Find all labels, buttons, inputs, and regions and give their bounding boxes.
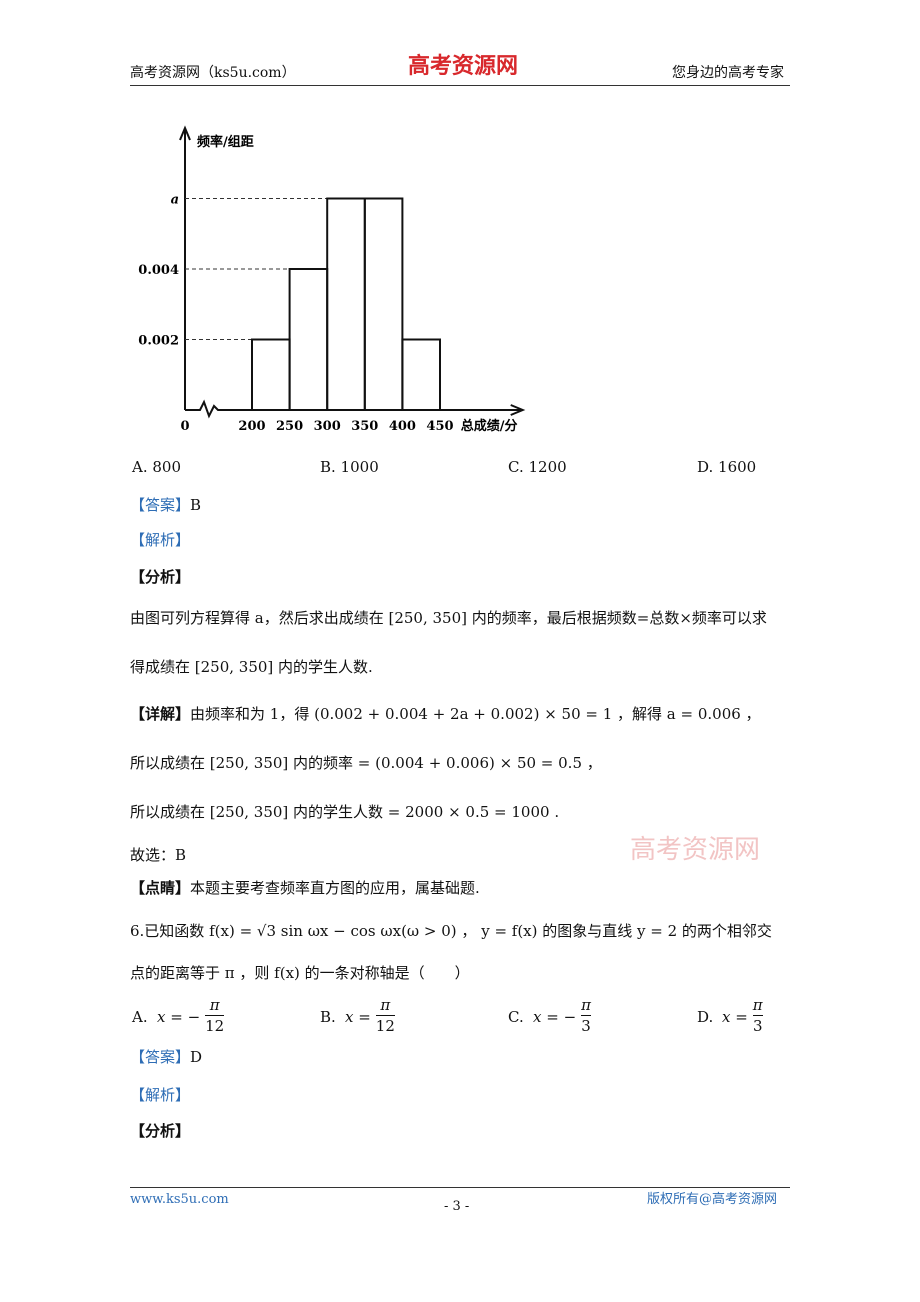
option: A. 800	[132, 458, 181, 476]
x-tick-label: 450	[426, 419, 453, 434]
numerator: π	[375, 995, 395, 1016]
x-tick-label: 350	[351, 419, 378, 434]
footer-left: www.ks5u.com	[130, 1192, 229, 1207]
x-tick-label: 300	[314, 419, 341, 434]
header-right: 您身边的高考专家	[672, 65, 784, 81]
x-arrow	[510, 404, 526, 416]
denominator: 12	[205, 1017, 225, 1035]
x-tick-label: 0	[180, 419, 189, 434]
text-line: 所以成绩在 [250, 350] 内的学生人数 = 2000 × 0.5 = 1…	[130, 803, 560, 821]
bar	[288, 268, 329, 411]
y-tick-label: a	[171, 193, 179, 208]
y-tick-label: 0.004	[138, 263, 179, 278]
denominator: 3	[581, 1017, 591, 1035]
x-tick-label: 400	[389, 419, 416, 434]
x-tick-label: 250	[276, 419, 303, 434]
x-axis	[185, 399, 523, 419]
tag: 【解析】	[130, 1086, 191, 1104]
option: B. 1000	[320, 458, 379, 476]
text-line: 由图可列方程算得 a，然后求出成绩在 [250, 350] 内的频率，最后根据频…	[130, 609, 767, 627]
tag: 【答案】	[130, 496, 191, 514]
page-number: - 3 -	[444, 1199, 470, 1214]
header-rule	[130, 85, 790, 86]
fraction: π 12	[205, 995, 225, 1036]
footer-rule	[130, 1187, 790, 1188]
option: D. 1600	[697, 458, 757, 476]
option-label: B.	[320, 1008, 336, 1026]
text-line: 6.已知函数 f(x) = √3 sin ωx − cos ωx(ω > 0) …	[130, 922, 772, 940]
text-line: 点的距离等于 π ，则 f(x) 的一条对称轴是（ ）	[130, 964, 470, 982]
numerator: π	[581, 996, 591, 1016]
option: C. 1200	[508, 458, 567, 476]
option-label: D.	[697, 1008, 714, 1026]
x-axis-label: 总成绩/分	[461, 418, 518, 434]
bar	[251, 338, 291, 411]
watermark: 高考资源网	[630, 835, 761, 865]
option-label: A.	[132, 1008, 148, 1026]
text-line: 【点睛】本题主要考查频率直方图的应用，属基础题.	[130, 878, 480, 898]
header-left: 高考资源网（ks5u.com）	[130, 65, 296, 81]
answer-value: D	[190, 1048, 203, 1066]
header-logo: 高考资源网	[408, 53, 519, 79]
y-arrow	[179, 125, 191, 141]
answer: 【答案】B	[130, 495, 201, 515]
text-line: 故选：B	[130, 846, 187, 864]
text: 本题主要考查频率直方图的应用，属基础题.	[190, 879, 480, 897]
option-lhs: x = −	[157, 1008, 201, 1026]
text-line: 【详解】由频率和为 1，得 (0.002 + 0.004 + 2a + 0.00…	[130, 704, 761, 724]
tag: 【详解】	[130, 705, 191, 723]
option-lhs: x =	[722, 1008, 748, 1026]
option-label: C.	[508, 1008, 524, 1026]
footer-right: 版权所有@高考资源网	[647, 1192, 778, 1207]
bar	[401, 338, 441, 411]
bar	[326, 197, 366, 411]
tag: 【答案】	[130, 1048, 191, 1066]
tag: 【点睛】	[130, 879, 191, 897]
x-tick-label: 200	[238, 419, 265, 434]
numerator: π	[205, 995, 225, 1016]
numerator: π	[752, 996, 763, 1016]
text-line: 所以成绩在 [250, 350] 内的频率 = (0.004 + 0.006) …	[130, 754, 602, 772]
y-tick-label: 0.002	[138, 334, 179, 349]
denominator: 3	[752, 1017, 763, 1035]
tag: 【解析】	[130, 531, 191, 549]
tag: 【分析】	[130, 1122, 191, 1140]
y-axis-label: 频率/组距	[197, 134, 254, 150]
fraction: π 12	[375, 995, 395, 1036]
option-lhs: x =	[345, 1008, 371, 1026]
answer: 【答案】D	[130, 1047, 202, 1067]
text-line: 得成绩在 [250, 350] 内的学生人数.	[130, 658, 373, 676]
answer-value: B	[190, 496, 202, 514]
text: 由频率和为 1，得 (0.002 + 0.004 + 2a + 0.002) ×…	[190, 705, 761, 723]
option-lhs: x = −	[533, 1008, 577, 1026]
denominator: 12	[375, 1017, 395, 1035]
tag: 【分析】	[130, 568, 191, 586]
bar	[363, 197, 404, 411]
